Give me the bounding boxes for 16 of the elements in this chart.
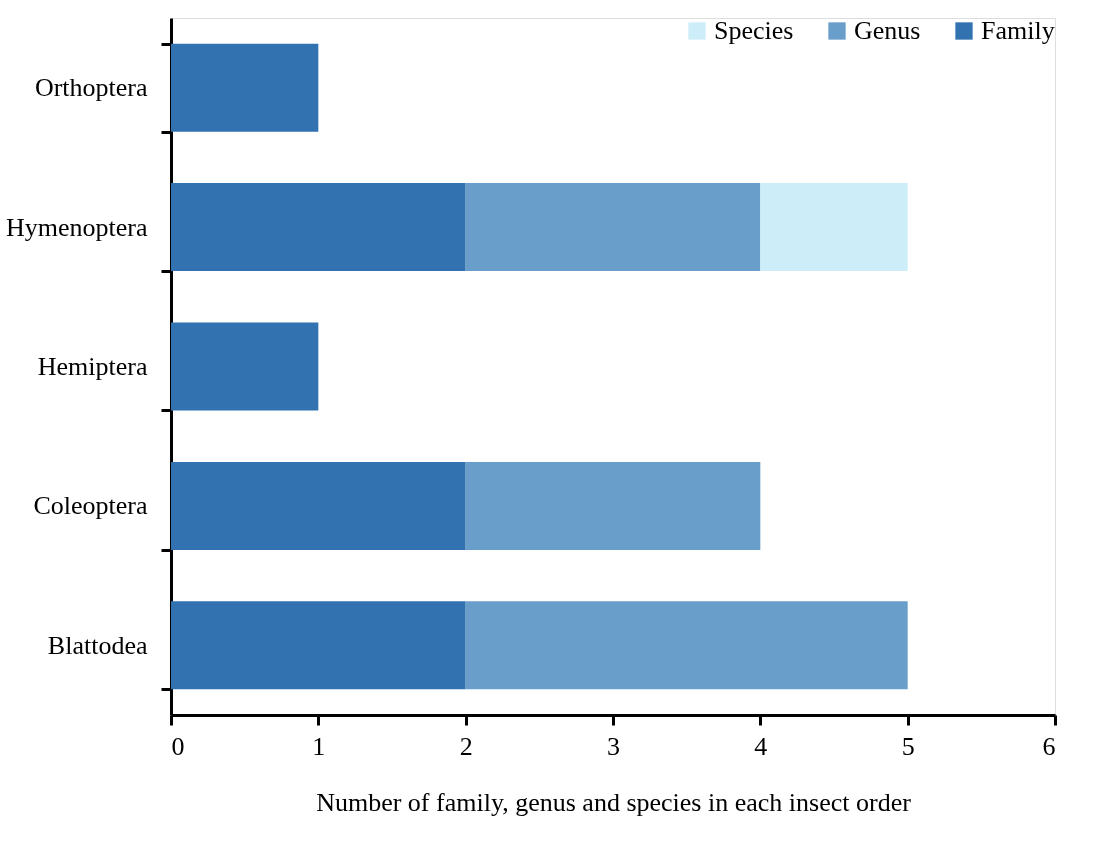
- legend-label: Family: [981, 16, 1055, 45]
- x-tick-label: 4: [754, 731, 768, 761]
- y-tick-label: Blattodea: [47, 630, 148, 660]
- y-tick-label: Hymenoptera: [5, 212, 148, 242]
- y-tick-label: Hemiptera: [37, 352, 148, 381]
- y-tick-label: Orthoptera: [34, 73, 148, 103]
- x-tick-label: 2: [459, 731, 473, 761]
- x-tick-label: 5: [901, 731, 915, 761]
- x-axis-title: Number of family, genus and species in each insect order: [316, 787, 912, 817]
- y-tick-label: Coleoptera: [33, 491, 148, 521]
- x-tick-label: 3: [607, 731, 620, 761]
- x-tick-label: 6: [1042, 731, 1056, 761]
- legend-label: Species: [714, 16, 794, 45]
- legend-label: Genus: [854, 16, 921, 45]
- x-tick-label: 0: [171, 731, 185, 761]
- x-tick-label: 1: [312, 731, 326, 761]
